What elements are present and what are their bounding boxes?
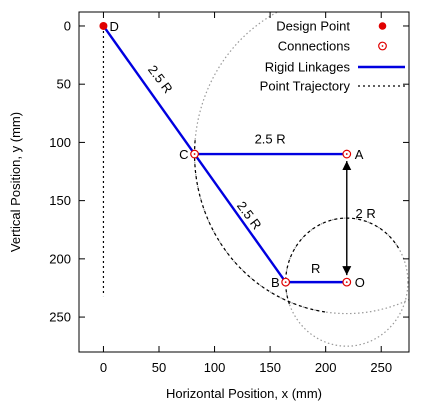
legend-symbol-connections-dot [381,45,384,47]
connection-dot-3 [284,281,287,284]
x-tick-label-150: 150 [259,360,281,375]
helper-circle-2 [194,12,409,315]
legend-label-4: Point Trajectory [260,79,351,94]
point-label-A: A [355,147,364,162]
x-axis-label: Horizontal Position, x (mm) [166,386,322,401]
legend-label-1: Design Point [276,19,350,34]
rigid-linkages [102,25,347,284]
axes: 0 50 100 150 200 250 0 50 100 150 200 250 [49,12,409,375]
legend-label-3: Rigid Linkages [265,60,351,75]
point-label-B: B [271,275,280,290]
x-tick-label-100: 100 [204,360,226,375]
crank-arc-path [285,217,401,305]
x-tick-label-250: 250 [370,360,392,375]
annotation-5: R [311,261,320,276]
plot-frame [78,11,410,353]
legend: Design Point Connections Rigid Linkages Poi… [260,19,405,94]
connection-dot-2 [345,153,348,155]
legend-label-2: Connections [278,39,351,54]
y-tick-label-50: 50 [57,77,71,92]
connection-dot-4 [345,281,348,284]
y-axis-label: Vertical Position, y (mm) [8,112,23,252]
joint-markers [99,21,352,287]
y-tick-label-200: 200 [49,251,71,266]
y-tick-label-100: 100 [49,135,71,150]
linkage-CB [193,153,287,283]
design-point-marker [99,21,108,30]
x-tick-label-200: 200 [315,360,337,375]
annotation-2: 2.5 R [255,132,286,147]
x-tick-label-0: 0 [100,360,107,375]
legend-symbol-design-point [378,22,387,30]
y-tick-label-150: 150 [49,193,71,208]
swing-arc [193,140,401,313]
point-label-O: O [355,275,365,290]
x-tick-label-50: 50 [152,360,166,375]
point-label-D: D [109,19,118,34]
linkage-DC [102,25,196,155]
y-tick-label-0: 0 [64,18,71,33]
point-label-C: C [179,147,188,162]
point-labels: D C A B O [109,19,364,290]
annotation-4: 2 R [356,206,376,221]
connection-dot-1 [193,153,196,155]
y-tick-label-250: 250 [49,310,71,325]
